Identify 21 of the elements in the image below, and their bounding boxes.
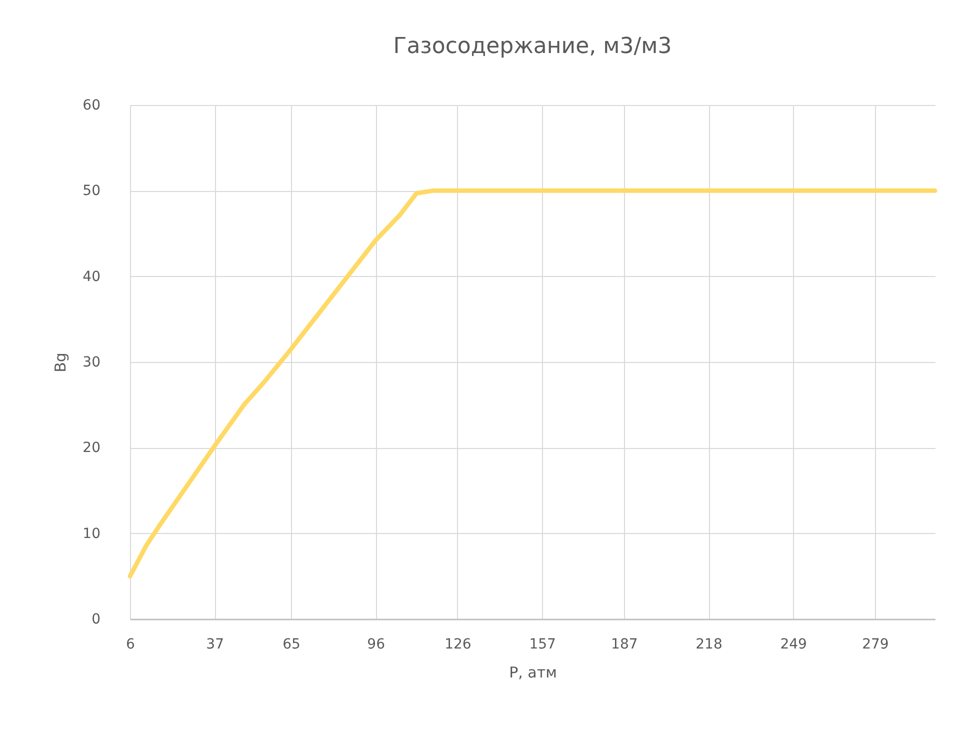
x-tick-label: 249 [780, 636, 807, 652]
x-axis-title: P, атм [509, 664, 557, 682]
y-axis-title: Bg [52, 352, 70, 372]
x-tick-label: 187 [611, 636, 638, 652]
x-tick-label: 126 [444, 636, 472, 652]
y-tick-label: 20 [82, 440, 100, 456]
y-tick-label: 40 [82, 268, 100, 285]
x-tick-label: 279 [862, 636, 889, 652]
y-tick-label: 30 [82, 354, 100, 370]
x-tick-label: 96 [367, 636, 386, 652]
chart-title: Газосодержание, м3/м3 [393, 34, 672, 59]
y-tick-label: 0 [92, 612, 100, 628]
x-tick-label: 37 [206, 636, 224, 652]
x-tick-label: 65 [282, 636, 300, 652]
y-tick-label: 60 [82, 98, 100, 114]
x-tick-label: 6 [126, 636, 136, 652]
x-tick-label: 157 [529, 636, 556, 652]
line-series [128, 188, 938, 578]
x-tick-label: 218 [696, 636, 722, 652]
y-tick-label: 10 [82, 526, 100, 542]
y-tick-label: 50 [82, 183, 100, 200]
